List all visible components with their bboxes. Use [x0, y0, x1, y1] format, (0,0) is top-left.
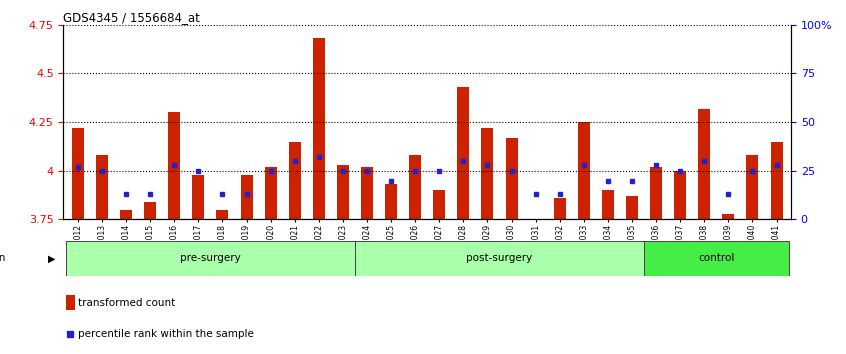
- Bar: [554, 198, 566, 219]
- Bar: [313, 39, 325, 219]
- Bar: [96, 155, 108, 219]
- Bar: [506, 138, 518, 219]
- Bar: [355, 241, 644, 276]
- Text: pre-surgery: pre-surgery: [180, 253, 241, 263]
- Bar: [409, 155, 421, 219]
- Text: percentile rank within the sample: percentile rank within the sample: [78, 329, 254, 339]
- Bar: [337, 165, 349, 219]
- Bar: [192, 175, 205, 219]
- Bar: [458, 87, 470, 219]
- Bar: [240, 175, 253, 219]
- Bar: [361, 167, 373, 219]
- Bar: [698, 108, 711, 219]
- Bar: [433, 190, 445, 219]
- Text: specimen: specimen: [0, 253, 8, 263]
- Bar: [72, 128, 84, 219]
- Bar: [66, 241, 355, 276]
- Bar: [144, 202, 157, 219]
- Text: ▶: ▶: [47, 253, 55, 263]
- Bar: [265, 167, 277, 219]
- Bar: [120, 210, 132, 219]
- Bar: [746, 155, 759, 219]
- Text: control: control: [698, 253, 734, 263]
- Text: post-surgery: post-surgery: [466, 253, 533, 263]
- Bar: [217, 210, 228, 219]
- Bar: [168, 113, 180, 219]
- Bar: [65, 296, 74, 310]
- Bar: [722, 214, 734, 219]
- Bar: [650, 167, 662, 219]
- Text: transformed count: transformed count: [78, 298, 175, 308]
- Bar: [644, 241, 788, 276]
- Bar: [602, 190, 614, 219]
- Bar: [578, 122, 590, 219]
- Bar: [481, 128, 493, 219]
- Bar: [626, 196, 638, 219]
- Bar: [771, 142, 783, 219]
- Bar: [385, 184, 397, 219]
- Text: GDS4345 / 1556684_at: GDS4345 / 1556684_at: [63, 11, 201, 24]
- Bar: [288, 142, 300, 219]
- Bar: [674, 171, 686, 219]
